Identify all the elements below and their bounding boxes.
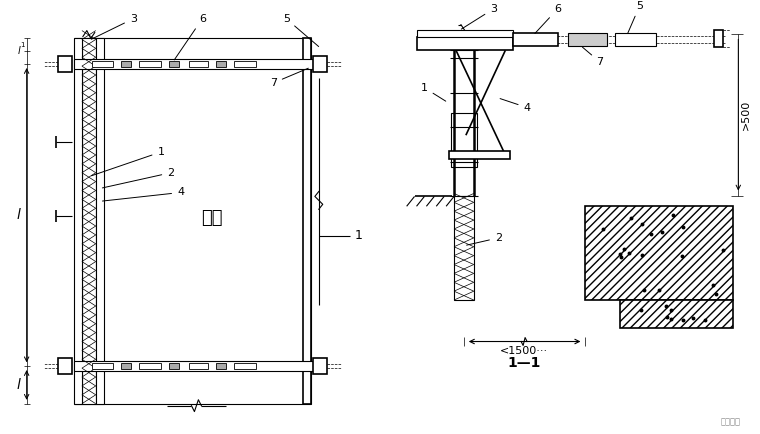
Text: l: l — [17, 208, 21, 222]
Bar — [216, 363, 226, 369]
Bar — [313, 56, 327, 72]
Bar — [513, 33, 558, 46]
Bar — [714, 30, 724, 47]
Text: 1: 1 — [91, 147, 164, 176]
Bar — [74, 361, 318, 371]
Bar — [303, 39, 311, 404]
Text: >500: >500 — [741, 100, 751, 130]
Bar — [96, 39, 103, 404]
Bar — [416, 36, 513, 50]
Bar — [416, 30, 513, 36]
Text: 5: 5 — [628, 1, 643, 33]
Text: 7: 7 — [582, 47, 603, 67]
Bar — [449, 151, 510, 159]
Bar — [169, 61, 179, 67]
Bar — [568, 33, 607, 46]
Bar — [169, 363, 179, 369]
Text: 4: 4 — [500, 99, 530, 112]
Text: 1—1: 1—1 — [508, 356, 541, 370]
Bar — [615, 33, 657, 46]
Text: <1500···: <1500··· — [500, 346, 548, 356]
Bar — [216, 61, 226, 67]
Bar — [122, 363, 131, 369]
Bar — [139, 363, 161, 369]
Bar — [74, 59, 318, 69]
Bar — [188, 61, 208, 67]
Bar — [188, 363, 208, 369]
Bar — [92, 363, 113, 369]
Bar — [74, 39, 82, 404]
Text: 5: 5 — [283, 14, 318, 46]
Bar — [59, 358, 72, 374]
Text: 结构: 结构 — [201, 209, 223, 227]
Bar — [59, 56, 72, 72]
Text: 7: 7 — [270, 68, 309, 88]
Text: 1: 1 — [354, 230, 363, 243]
Bar — [234, 61, 255, 67]
Text: l: l — [17, 378, 21, 392]
Text: l: l — [17, 46, 20, 56]
Text: 6: 6 — [174, 14, 206, 60]
Bar — [122, 61, 131, 67]
Bar — [451, 112, 477, 167]
Text: 1: 1 — [21, 43, 25, 49]
Bar — [92, 61, 113, 67]
Bar — [82, 39, 96, 404]
Text: 1: 1 — [421, 83, 446, 101]
Text: 4: 4 — [103, 187, 184, 201]
Bar — [313, 358, 327, 374]
Text: 2: 2 — [103, 168, 174, 188]
Bar — [620, 300, 733, 328]
Bar — [585, 206, 733, 300]
Text: 3: 3 — [91, 14, 137, 39]
Text: 3: 3 — [461, 4, 497, 29]
Bar — [454, 197, 473, 300]
Bar — [139, 61, 161, 67]
Text: 豆丁施工: 豆丁施工 — [720, 417, 740, 426]
Bar — [234, 363, 255, 369]
Text: 2: 2 — [467, 233, 502, 245]
Text: 6: 6 — [535, 4, 561, 33]
